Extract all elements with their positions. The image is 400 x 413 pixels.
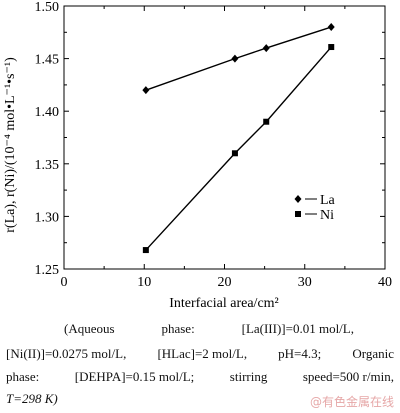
x-tick-label: 10 (137, 275, 151, 290)
chart: 1.251.301.351.401.451.50 0 10 20 30 40 LaNi … (3, 0, 392, 311)
series-line-la (145, 26, 332, 91)
caption-word: Organic (352, 346, 394, 361)
y-tick-label: 1.50 (35, 0, 60, 15)
plot-frame (63, 5, 386, 270)
series-layer (142, 23, 335, 254)
y-tick-label: 1.40 (35, 105, 60, 120)
caption-word: (Aqueous (64, 321, 115, 336)
series-line-ni (145, 46, 332, 251)
y-tick-label: 1.35 (35, 158, 60, 173)
y-tick-label: 1.45 (35, 53, 60, 68)
y-axis-label: r(La), r(Ni)/(10⁻⁴ mol•L⁻¹•s⁻¹) (3, 57, 18, 233)
x-axis-ticks: 0 10 20 30 40 (61, 6, 392, 290)
legend-label: Ni (320, 208, 334, 223)
y-axis-ticks: 1.25 1.30 1.35 1.40 1.45 1.50 (35, 0, 385, 278)
data-point-la (142, 86, 150, 95)
caption-line-4: T=298 K) (6, 391, 58, 407)
series-ni (142, 44, 335, 254)
caption-line-2: [Ni(II)]=0.0275 mol/L, [HLac]=2 mol/L, p… (6, 346, 394, 362)
plot-area (63, 5, 386, 270)
caption-line-3: phase: [DEHPA]=0.15 mol/L; stirring spee… (6, 369, 394, 385)
data-point-ni (231, 150, 238, 157)
legend-entry-la: La (294, 193, 336, 208)
caption-word: stirring (229, 369, 268, 384)
caption-word: phase: (6, 369, 40, 384)
y-tick-label: 1.25 (35, 263, 60, 278)
data-point-ni (142, 247, 149, 254)
caption-word: pH=4.3; (278, 346, 322, 361)
x-tick-label: 20 (218, 275, 232, 290)
x-tick-label: 0 (61, 275, 68, 290)
caption-word: [La(III)]=0.01 mol/L, (241, 321, 354, 336)
caption-word: speed=500 r/min, (302, 369, 394, 384)
x-tick-label: 40 (378, 275, 392, 290)
legend-marker-ni (295, 211, 301, 217)
data-point-la (231, 54, 239, 63)
caption-line-1: (Aqueous phase: [La(III)]=0.01 mol/L, (64, 321, 354, 337)
data-point-ni (263, 118, 270, 125)
legend-entry-ni: Ni (295, 208, 334, 223)
legend-label: La (320, 193, 336, 208)
series-la (142, 23, 335, 95)
data-point-ni (328, 44, 335, 51)
x-axis-label: Interfacial area/cm² (169, 296, 279, 311)
x-tick-label: 30 (298, 275, 312, 290)
data-point-la (262, 44, 270, 53)
data-point-la (327, 23, 335, 32)
caption-word: [Ni(II)]=0.0275 mol/L, (6, 346, 127, 361)
watermark: @有色金属在线 (309, 395, 394, 409)
caption-word: [DEHPA]=0.15 mol/L; (74, 369, 195, 384)
legend-marker-la (294, 195, 302, 203)
caption-word: T=298 K) (6, 391, 58, 406)
caption-word: [HLac]=2 mol/L, (157, 346, 248, 361)
y-tick-label: 1.30 (35, 210, 60, 225)
caption-word: phase: (161, 321, 195, 336)
